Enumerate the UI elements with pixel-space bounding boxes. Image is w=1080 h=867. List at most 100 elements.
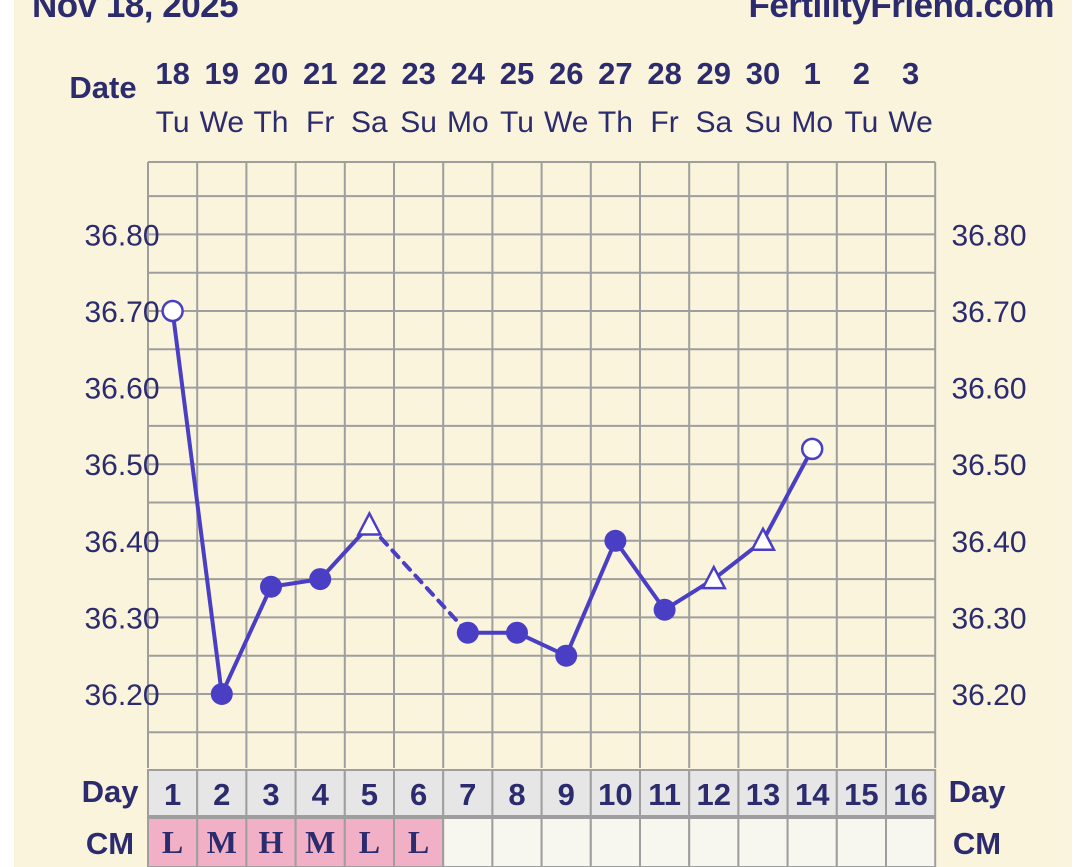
cm-cell bbox=[885, 817, 937, 867]
weekday-label: Su bbox=[400, 106, 437, 139]
day-number: 6 bbox=[410, 777, 427, 812]
weekday-label: We bbox=[544, 106, 588, 139]
day-cell bbox=[245, 769, 297, 817]
day-cell bbox=[442, 769, 494, 817]
day-number: 13 bbox=[746, 777, 780, 812]
weekday-label: Tu bbox=[156, 106, 190, 139]
date-number: 3 bbox=[902, 56, 919, 91]
temperature-point bbox=[506, 621, 528, 644]
date-number: 19 bbox=[205, 56, 239, 91]
day-number: 16 bbox=[893, 777, 927, 812]
weekday-label: Fr bbox=[306, 106, 334, 139]
cm-cell bbox=[639, 817, 691, 867]
day-number: 2 bbox=[213, 777, 230, 812]
cm-cell bbox=[540, 817, 592, 867]
temperature-point bbox=[456, 621, 479, 644]
date-number: 21 bbox=[303, 56, 337, 91]
temperature-point bbox=[210, 683, 233, 705]
weekday-label: Fr bbox=[650, 106, 678, 139]
chart-date: Nov 18, 2025 bbox=[32, 0, 239, 25]
date-number: 24 bbox=[451, 56, 486, 91]
day-number: 12 bbox=[697, 777, 731, 812]
day-number: 5 bbox=[361, 777, 378, 812]
y-tick-label-right: 36.30 bbox=[951, 602, 1026, 635]
day-cell bbox=[639, 769, 691, 817]
day-number: 7 bbox=[459, 777, 476, 812]
y-tick-label-left: 36.30 bbox=[84, 602, 159, 635]
temperature-point bbox=[604, 529, 627, 552]
date-number: 27 bbox=[598, 56, 632, 91]
weekday-label: Sa bbox=[351, 106, 388, 139]
day-cell bbox=[491, 769, 543, 817]
series-segment bbox=[613, 538, 667, 612]
temperature-point-triangle bbox=[700, 564, 727, 590]
cm-value: L bbox=[408, 824, 429, 860]
temperature-point-open bbox=[800, 437, 824, 461]
day-cell bbox=[589, 769, 641, 817]
weekday-label: We bbox=[200, 106, 244, 139]
cm-cell bbox=[589, 817, 641, 867]
y-tick-label-right: 36.40 bbox=[951, 526, 1026, 559]
y-tick-label-right: 36.50 bbox=[951, 449, 1026, 482]
date-number: 30 bbox=[746, 56, 780, 91]
temperature-point bbox=[260, 575, 282, 598]
day-row-label-left: Day bbox=[82, 774, 140, 809]
day-number: 10 bbox=[598, 777, 632, 812]
cm-cell bbox=[737, 817, 789, 867]
cm-value: L bbox=[359, 824, 380, 860]
y-tick-label-right: 36.80 bbox=[951, 219, 1026, 252]
cm-cell bbox=[442, 817, 494, 867]
cm-row-label-right: CM bbox=[953, 826, 1001, 861]
y-tick-label-left: 36.40 bbox=[84, 526, 159, 559]
cm-cell bbox=[393, 817, 445, 867]
day-cell bbox=[294, 769, 346, 817]
weekday-label: Th bbox=[598, 106, 633, 139]
series-segment bbox=[564, 538, 618, 658]
date-number: 22 bbox=[352, 56, 386, 91]
day-cell bbox=[688, 769, 740, 817]
temperature-point-triangle bbox=[356, 510, 383, 536]
day-number: 15 bbox=[844, 777, 878, 812]
day-number: 4 bbox=[312, 777, 330, 812]
date-number: 29 bbox=[697, 56, 731, 91]
day-row-label-right: Day bbox=[949, 774, 1007, 809]
date-number: 26 bbox=[549, 56, 583, 91]
cm-cell bbox=[491, 817, 543, 867]
cm-cell bbox=[343, 817, 395, 867]
y-tick-label-left: 36.70 bbox=[84, 296, 159, 329]
weekday-label: Tu bbox=[500, 106, 534, 139]
temperature-chart: 36.80 36.80 36.70 36.70 36.60 36.60 36.50 36.50… bbox=[69, 56, 1027, 867]
day-cell bbox=[147, 769, 199, 817]
date-number: 2 bbox=[853, 56, 870, 91]
cm-cell bbox=[786, 817, 838, 867]
series-segment-dashed bbox=[367, 523, 470, 635]
cm-value: H bbox=[259, 824, 284, 860]
cm-value: M bbox=[207, 824, 237, 860]
y-tick-label-left: 36.50 bbox=[84, 449, 159, 482]
date-number: 28 bbox=[647, 56, 681, 91]
date-number: 1 bbox=[804, 56, 821, 91]
weekday-label: We bbox=[888, 106, 932, 139]
day-cell bbox=[343, 769, 395, 817]
day-number: 1 bbox=[164, 777, 181, 812]
cm-cell bbox=[245, 817, 297, 867]
weekday-label: Su bbox=[745, 106, 782, 139]
temperature-point-open bbox=[161, 299, 184, 323]
y-tick-label-right: 36.60 bbox=[951, 373, 1026, 406]
weekday-label: Th bbox=[253, 106, 288, 139]
weekday-label: Tu bbox=[844, 106, 878, 139]
series-segment bbox=[170, 309, 224, 696]
temperature-point-triangle bbox=[749, 526, 777, 552]
weekday-label: Sa bbox=[695, 106, 732, 139]
temperature-point bbox=[309, 568, 332, 591]
day-number: 3 bbox=[262, 777, 279, 812]
site-name: FertilityFriend.com bbox=[748, 0, 1054, 25]
day-number: 11 bbox=[648, 777, 681, 812]
cm-cell bbox=[294, 817, 346, 867]
day-cell bbox=[786, 769, 838, 817]
day-cell bbox=[885, 769, 937, 817]
fertility-chart: Nov 18, 2025 FertilityFriend.com 36.80 36… bbox=[14, 0, 1072, 867]
date-label: Date bbox=[69, 70, 136, 105]
cm-cell bbox=[835, 817, 887, 867]
date-number: 18 bbox=[155, 56, 189, 91]
